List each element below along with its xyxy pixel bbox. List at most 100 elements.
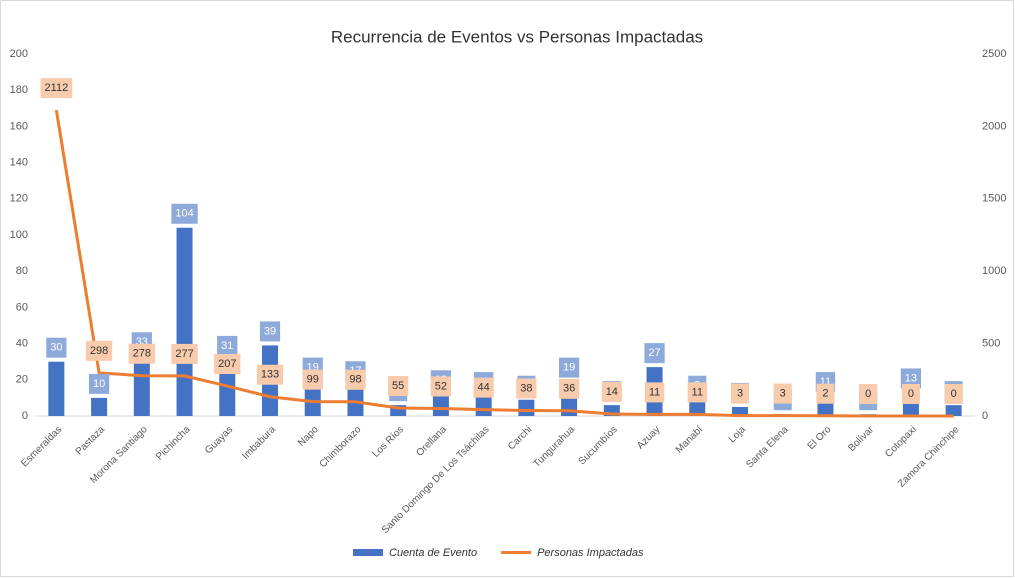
y2-tick-label: 2500 bbox=[982, 48, 1006, 60]
data-label-box bbox=[731, 383, 749, 404]
y2-tick-label: 1500 bbox=[982, 193, 1006, 205]
data-label-box bbox=[516, 378, 537, 399]
bar bbox=[432, 394, 449, 416]
data-label-box bbox=[944, 384, 963, 404]
data-label-group: 13 bbox=[900, 368, 922, 389]
data-label: 99 bbox=[307, 374, 319, 386]
data-label: 38 bbox=[520, 382, 532, 394]
data-label-box bbox=[430, 376, 452, 397]
data-label-group: 98 bbox=[345, 369, 366, 390]
bar bbox=[518, 399, 535, 416]
data-label: 13 bbox=[905, 372, 917, 384]
data-label: 298 bbox=[90, 345, 108, 357]
data-label-group: 2112 bbox=[40, 78, 73, 99]
data-label-box bbox=[128, 343, 155, 364]
data-label-group: 36 bbox=[558, 378, 580, 399]
bar bbox=[176, 227, 193, 416]
data-label: 14 bbox=[606, 386, 618, 398]
chart-title: Recurrencia de Eventos vs Personas Impac… bbox=[331, 27, 703, 46]
y-tick-label: 180 bbox=[10, 84, 28, 96]
data-label: 2112 bbox=[45, 82, 69, 94]
data-label-box bbox=[214, 354, 241, 375]
data-label-group: 0 bbox=[944, 384, 963, 404]
data-label-box bbox=[773, 383, 792, 404]
line-series bbox=[54, 109, 954, 418]
data-label-group: 55 bbox=[388, 376, 409, 397]
data-label-group: 27 bbox=[644, 343, 665, 364]
data-label-box bbox=[859, 384, 878, 404]
data-label: 52 bbox=[435, 380, 447, 392]
data-label-box bbox=[88, 373, 110, 394]
data-label-box bbox=[558, 378, 580, 399]
data-label-box bbox=[46, 337, 67, 358]
data-label: 27 bbox=[648, 347, 660, 359]
bar bbox=[732, 406, 748, 416]
data-label-group: 3 bbox=[773, 383, 792, 404]
data-label: 31 bbox=[221, 340, 233, 352]
data-label-box bbox=[558, 357, 580, 378]
data-label-group: 11 bbox=[644, 382, 665, 403]
data-label-group: 11 bbox=[687, 382, 707, 403]
data-label-group: 38 bbox=[516, 378, 537, 399]
y-tick-label: 40 bbox=[16, 338, 28, 350]
data-label-box bbox=[901, 384, 920, 404]
data-label-group: 278 bbox=[128, 343, 155, 364]
y-tick-label: 20 bbox=[16, 374, 28, 386]
data-label: 0 bbox=[865, 388, 871, 400]
data-label-box bbox=[171, 203, 198, 224]
y-tick-label: 140 bbox=[10, 157, 28, 169]
bar bbox=[390, 405, 407, 416]
data-label-box bbox=[687, 382, 707, 403]
bar bbox=[603, 405, 620, 416]
y2-tick-label: 500 bbox=[982, 338, 1000, 350]
y-tick-label: 0 bbox=[22, 410, 28, 422]
bar bbox=[689, 399, 706, 416]
data-label-box bbox=[388, 376, 409, 397]
data-label-box bbox=[256, 364, 284, 385]
bar bbox=[48, 361, 65, 416]
data-label: 55 bbox=[392, 380, 404, 392]
data-label: 2 bbox=[822, 388, 828, 400]
bar bbox=[304, 381, 321, 416]
legend-swatch bbox=[353, 549, 383, 556]
data-label-group: 207 bbox=[214, 354, 241, 375]
legend-label: Cuenta de Evento bbox=[389, 547, 477, 559]
data-label: 133 bbox=[261, 369, 279, 381]
data-label-box bbox=[644, 382, 665, 403]
data-label-group: 133 bbox=[256, 364, 284, 385]
bar bbox=[475, 396, 492, 416]
y2-tick-label: 0 bbox=[982, 410, 988, 422]
bar bbox=[133, 356, 150, 416]
y2-tick-label: 2000 bbox=[982, 120, 1006, 132]
data-label-group: 14 bbox=[601, 381, 622, 402]
data-label-group: 52 bbox=[430, 376, 452, 397]
bar bbox=[91, 397, 108, 416]
data-label-group: 30 bbox=[46, 337, 67, 358]
data-label: 207 bbox=[218, 358, 236, 370]
data-label-box bbox=[644, 343, 665, 364]
data-label: 39 bbox=[264, 325, 276, 337]
data-label: 98 bbox=[349, 374, 361, 386]
y-tick-label: 200 bbox=[10, 48, 28, 60]
data-label: 44 bbox=[478, 382, 490, 394]
bar bbox=[945, 405, 962, 416]
data-label: 278 bbox=[133, 348, 151, 360]
data-label-box bbox=[40, 78, 73, 99]
data-label-box bbox=[816, 383, 835, 404]
data-label: 0 bbox=[951, 388, 957, 400]
data-label: 36 bbox=[563, 383, 575, 395]
y-tick-label: 100 bbox=[10, 229, 28, 241]
data-label-group: 277 bbox=[171, 343, 198, 364]
data-label-box bbox=[259, 321, 281, 342]
data-label-group: 31 bbox=[217, 335, 238, 356]
data-label: 3 bbox=[780, 387, 786, 399]
data-label-box bbox=[473, 377, 494, 398]
data-label: 10 bbox=[93, 378, 105, 390]
data-label-group: 298 bbox=[85, 340, 113, 361]
y2-tick-label: 1000 bbox=[982, 265, 1006, 277]
data-label: 30 bbox=[50, 342, 62, 354]
data-label-group: 99 bbox=[302, 369, 323, 390]
data-label: 19 bbox=[563, 362, 575, 374]
